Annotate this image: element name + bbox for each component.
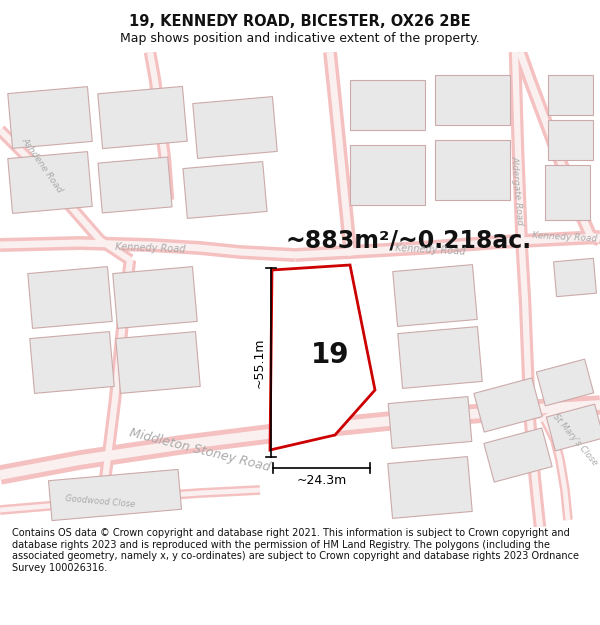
Polygon shape bbox=[30, 332, 114, 393]
Polygon shape bbox=[98, 157, 172, 213]
Polygon shape bbox=[116, 332, 200, 393]
Polygon shape bbox=[548, 75, 593, 115]
Text: ~24.3m: ~24.3m bbox=[296, 474, 347, 488]
Text: ~883m²/~0.218ac.: ~883m²/~0.218ac. bbox=[285, 228, 531, 252]
Polygon shape bbox=[545, 165, 590, 220]
Text: Contains OS data © Crown copyright and database right 2021. This information is : Contains OS data © Crown copyright and d… bbox=[12, 528, 579, 572]
Polygon shape bbox=[28, 267, 112, 328]
Text: 19, KENNEDY ROAD, BICESTER, OX26 2BE: 19, KENNEDY ROAD, BICESTER, OX26 2BE bbox=[129, 14, 471, 29]
Text: Kennedy Road: Kennedy Road bbox=[532, 231, 598, 243]
Polygon shape bbox=[388, 397, 472, 448]
Polygon shape bbox=[350, 145, 425, 205]
Polygon shape bbox=[270, 265, 375, 450]
Text: Map shows position and indicative extent of the property.: Map shows position and indicative extent… bbox=[120, 32, 480, 45]
Polygon shape bbox=[113, 267, 197, 328]
Polygon shape bbox=[536, 359, 593, 406]
Polygon shape bbox=[98, 86, 187, 149]
Text: Ashdene Road: Ashdene Road bbox=[20, 136, 64, 194]
Polygon shape bbox=[8, 152, 92, 213]
Polygon shape bbox=[393, 264, 477, 326]
Text: Goodwood Close: Goodwood Close bbox=[65, 494, 136, 509]
Text: Kennedy Road: Kennedy Road bbox=[115, 242, 185, 254]
Text: St Mary's Close: St Mary's Close bbox=[551, 412, 599, 468]
Polygon shape bbox=[435, 75, 510, 125]
Polygon shape bbox=[183, 162, 267, 218]
Polygon shape bbox=[388, 457, 472, 518]
Polygon shape bbox=[554, 258, 596, 297]
Polygon shape bbox=[398, 327, 482, 388]
Polygon shape bbox=[548, 120, 593, 160]
Text: Middleton Stoney Road: Middleton Stoney Road bbox=[128, 426, 272, 474]
Text: Kennedy Road: Kennedy Road bbox=[395, 243, 466, 257]
Text: ~55.1m: ~55.1m bbox=[253, 338, 265, 388]
Text: 19: 19 bbox=[311, 341, 349, 369]
Polygon shape bbox=[435, 140, 510, 200]
Polygon shape bbox=[8, 87, 92, 148]
Text: Aldergate Road: Aldergate Road bbox=[509, 155, 524, 225]
Polygon shape bbox=[193, 97, 277, 158]
Polygon shape bbox=[350, 80, 425, 130]
Polygon shape bbox=[547, 404, 600, 451]
Polygon shape bbox=[474, 378, 542, 432]
Polygon shape bbox=[484, 428, 552, 482]
Polygon shape bbox=[49, 469, 181, 521]
